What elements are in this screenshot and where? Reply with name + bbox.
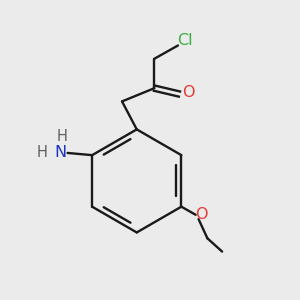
Text: N: N [54, 146, 66, 160]
Text: H: H [56, 129, 67, 144]
Text: Cl: Cl [178, 33, 193, 48]
Text: H: H [37, 146, 47, 160]
Text: O: O [195, 207, 208, 222]
Text: O: O [183, 85, 195, 100]
